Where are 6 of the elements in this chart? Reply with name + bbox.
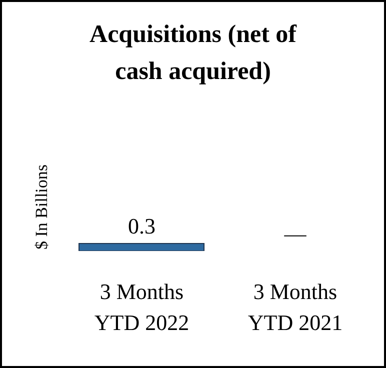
x-tick-label: 3 Months YTD 2022 xyxy=(94,279,190,335)
y-axis-title: $ In Billions xyxy=(32,164,52,250)
x-tick-label: 3 Months YTD 2021 xyxy=(248,279,343,335)
chart-title: Acquisitions (net of cash acquired) xyxy=(88,20,298,87)
text: — xyxy=(284,221,306,246)
data-label: 0.3 xyxy=(128,214,156,238)
